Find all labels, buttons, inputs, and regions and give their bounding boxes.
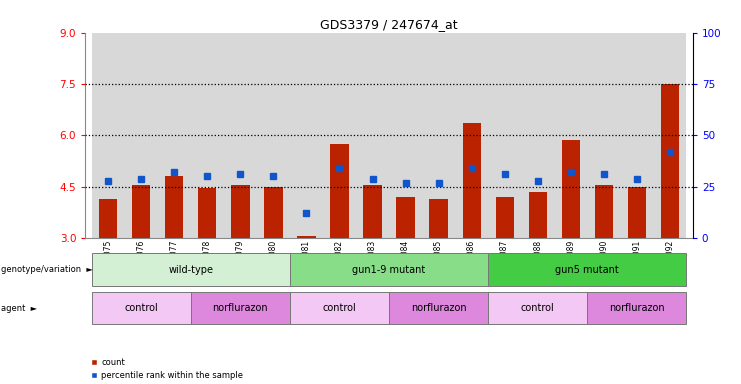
Bar — [587, 33, 620, 238]
Bar — [488, 33, 521, 238]
Bar — [99, 199, 117, 238]
Bar — [191, 33, 224, 238]
Bar — [587, 292, 686, 324]
Bar — [199, 189, 216, 238]
Text: control: control — [124, 303, 159, 313]
Bar — [363, 185, 382, 238]
Text: norflurazon: norflurazon — [213, 303, 268, 313]
Bar — [620, 33, 654, 238]
Bar — [389, 33, 422, 238]
Bar — [290, 292, 389, 324]
Text: control: control — [322, 303, 356, 313]
Bar — [430, 199, 448, 238]
Text: control: control — [521, 303, 554, 313]
Bar — [297, 237, 316, 238]
Bar — [133, 185, 150, 238]
Bar — [191, 292, 290, 324]
Text: norflurazon: norflurazon — [411, 303, 466, 313]
Bar — [92, 253, 290, 286]
Bar — [231, 185, 250, 238]
Bar — [165, 177, 184, 238]
Bar — [488, 253, 686, 286]
Bar — [594, 185, 613, 238]
Bar — [396, 197, 415, 238]
Bar — [654, 33, 686, 238]
Bar — [422, 33, 455, 238]
Bar — [389, 292, 488, 324]
Bar — [158, 33, 191, 238]
Bar — [496, 197, 514, 238]
Bar — [290, 253, 488, 286]
Bar — [356, 33, 389, 238]
Bar — [257, 33, 290, 238]
Bar — [124, 33, 158, 238]
Text: gun1-9 mutant: gun1-9 mutant — [353, 265, 425, 275]
Bar — [92, 292, 191, 324]
Bar — [528, 192, 547, 238]
Bar — [554, 33, 587, 238]
Legend: count, percentile rank within the sample: count, percentile rank within the sample — [90, 358, 243, 380]
Bar — [290, 33, 323, 238]
Bar — [330, 144, 348, 238]
Bar — [521, 33, 554, 238]
Bar — [488, 292, 587, 324]
Title: GDS3379 / 247674_at: GDS3379 / 247674_at — [320, 18, 458, 31]
Bar — [562, 141, 579, 238]
Text: gun5 mutant: gun5 mutant — [555, 265, 619, 275]
Bar — [323, 33, 356, 238]
Bar — [628, 187, 645, 238]
Bar — [462, 123, 481, 238]
Bar — [265, 187, 282, 238]
Text: agent  ►: agent ► — [1, 304, 37, 313]
Text: genotype/variation  ►: genotype/variation ► — [1, 265, 93, 274]
Bar — [455, 33, 488, 238]
Bar — [92, 33, 124, 238]
Text: wild-type: wild-type — [168, 265, 213, 275]
Text: norflurazon: norflurazon — [609, 303, 665, 313]
Bar — [661, 84, 679, 238]
Bar — [224, 33, 257, 238]
